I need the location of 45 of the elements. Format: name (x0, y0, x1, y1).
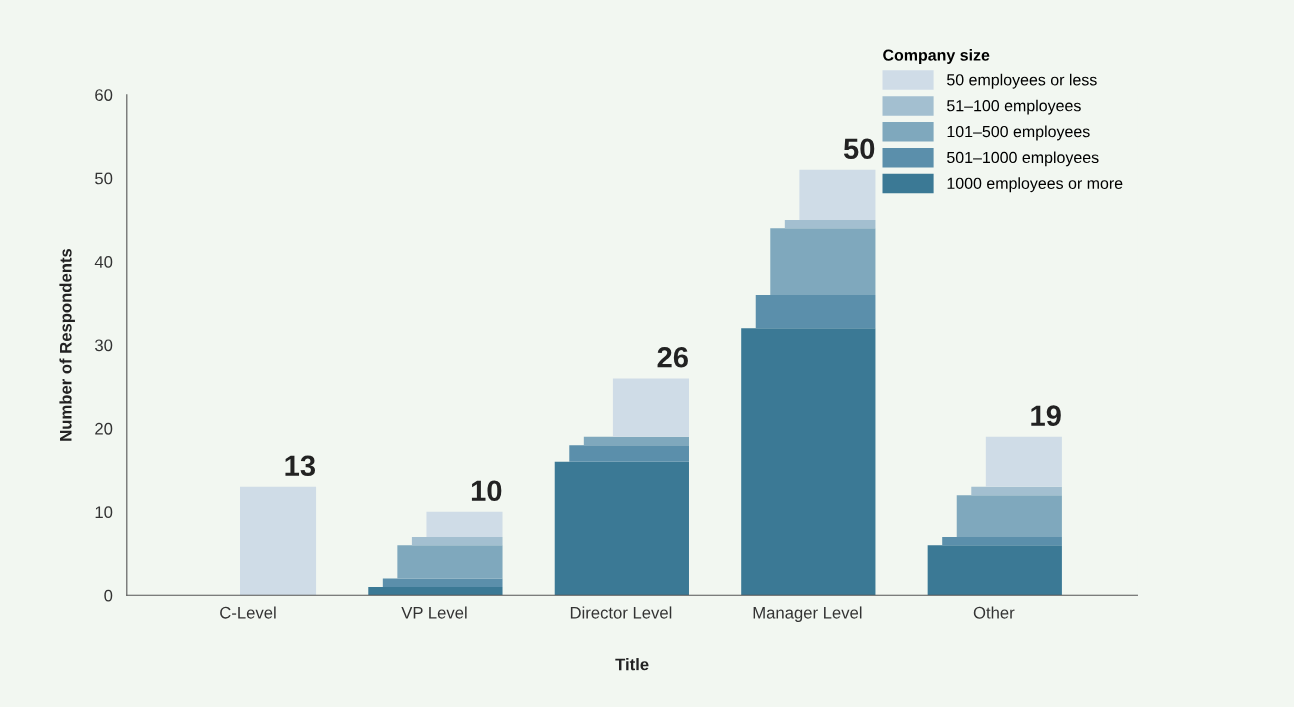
legend-title: Company size (883, 49, 990, 64)
x-tick-label: Director Level (570, 606, 672, 619)
bar (569, 445, 689, 462)
bar (382, 578, 503, 587)
bar (612, 378, 689, 437)
y-tick-label: 30 (95, 339, 113, 352)
x-tick-label: Other (973, 606, 1015, 619)
total-label: 50 (843, 138, 875, 160)
bar (411, 536, 503, 546)
bar (239, 486, 317, 596)
bar (956, 495, 1062, 537)
bar (927, 545, 1062, 596)
bar (554, 461, 689, 596)
legend-label: 501–1000 employees (947, 151, 1099, 167)
x-tick-label: Manager Level (753, 606, 862, 622)
bar (741, 328, 876, 596)
y-tick-label: 0 (104, 589, 113, 602)
legend-label: 51–100 employees (947, 99, 1081, 115)
total-label: 10 (471, 480, 502, 502)
y-tick-label: 10 (95, 506, 113, 519)
total-label: 13 (285, 455, 316, 477)
legend-label: 101–500 employees (947, 125, 1090, 141)
total-label: 19 (1031, 405, 1061, 427)
bar (583, 436, 689, 446)
bar (755, 294, 876, 329)
total-label: 26 (657, 346, 688, 368)
bar (985, 436, 1062, 487)
bar (770, 228, 876, 295)
bar (397, 545, 503, 579)
bar (784, 219, 876, 229)
bar (971, 486, 1062, 496)
x-axis-title: Title (615, 658, 649, 671)
y-tick-label: 20 (95, 422, 113, 435)
bar (426, 511, 503, 537)
y-tick-label: 40 (94, 255, 113, 268)
x-tick-label: C-Level (220, 606, 276, 619)
x-tick-label: VP Level (401, 606, 467, 619)
bar (368, 586, 503, 596)
legend-label: 50 employees or less (947, 73, 1097, 89)
y-axis-title: Number of Respondents (59, 248, 75, 441)
bar (942, 536, 1062, 546)
y-tick-label: 50 (95, 172, 113, 185)
bar (799, 169, 876, 220)
y-tick-label: 60 (95, 89, 113, 101)
legend-label: 1000 employees or more (947, 177, 1123, 193)
